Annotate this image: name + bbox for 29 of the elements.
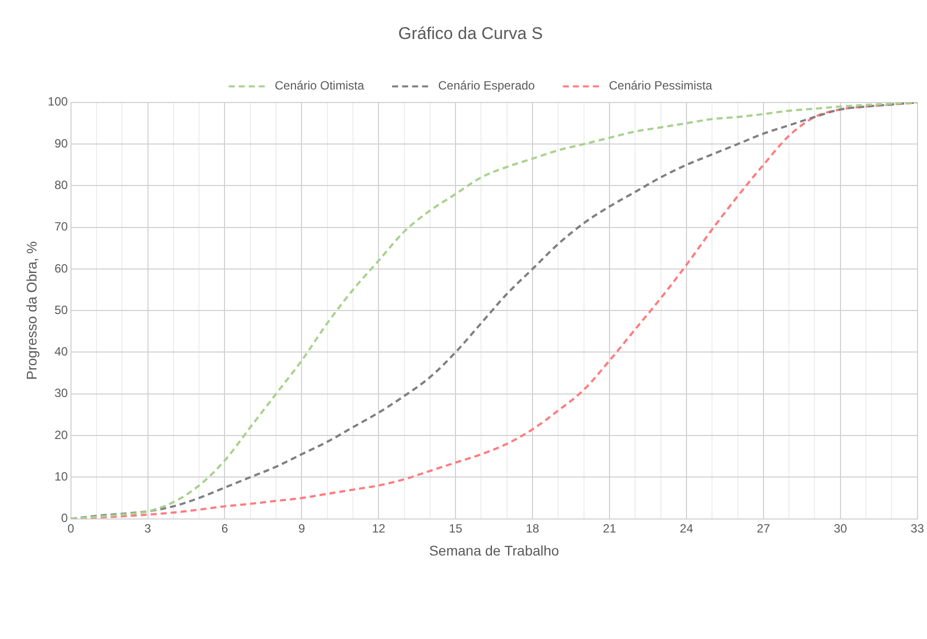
x-tick-label: 15 <box>448 521 463 536</box>
y-tick-label: 80 <box>54 178 68 192</box>
y-tick-label: 100 <box>48 94 68 109</box>
y-axis-title: Progresso da Obra, % <box>23 241 40 380</box>
x-tick-label: 24 <box>680 521 694 536</box>
x-tick-label: 6 <box>221 521 228 536</box>
x-tick-label: 27 <box>756 521 770 536</box>
x-tick-label: 18 <box>526 521 540 536</box>
legend-label: Cenário Otimista <box>274 78 364 93</box>
y-tick-label: 0 <box>61 511 68 526</box>
legend-label: Cenário Esperado <box>438 78 536 93</box>
y-tick-label: 10 <box>54 469 68 484</box>
y-tick-label: 60 <box>54 261 68 276</box>
line-series <box>70 102 918 519</box>
x-tick-label: 3 <box>144 521 152 536</box>
x-tick-label: 33 <box>910 521 924 536</box>
y-tick-label: 90 <box>54 136 68 150</box>
chart-title: Gráfico da Curva S <box>398 24 543 43</box>
x-tick-label: 12 <box>372 521 386 536</box>
x-tick-label: 9 <box>298 521 306 536</box>
x-tick-label: 30 <box>834 521 848 536</box>
y-tick-label: 70 <box>54 220 68 234</box>
x-tick-label: 21 <box>602 521 616 536</box>
y-tick-label: 30 <box>54 386 68 400</box>
y-tick-label: 20 <box>54 428 68 442</box>
y-tick-label: 40 <box>54 344 68 359</box>
x-axis-title: Semana de Trabalho <box>429 542 560 558</box>
legend-label: Cenário Pessimista <box>608 78 713 93</box>
y-tick-label: 50 <box>54 302 68 317</box>
